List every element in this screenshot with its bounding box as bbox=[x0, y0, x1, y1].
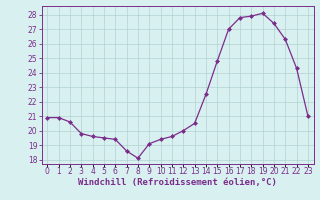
X-axis label: Windchill (Refroidissement éolien,°C): Windchill (Refroidissement éolien,°C) bbox=[78, 178, 277, 187]
